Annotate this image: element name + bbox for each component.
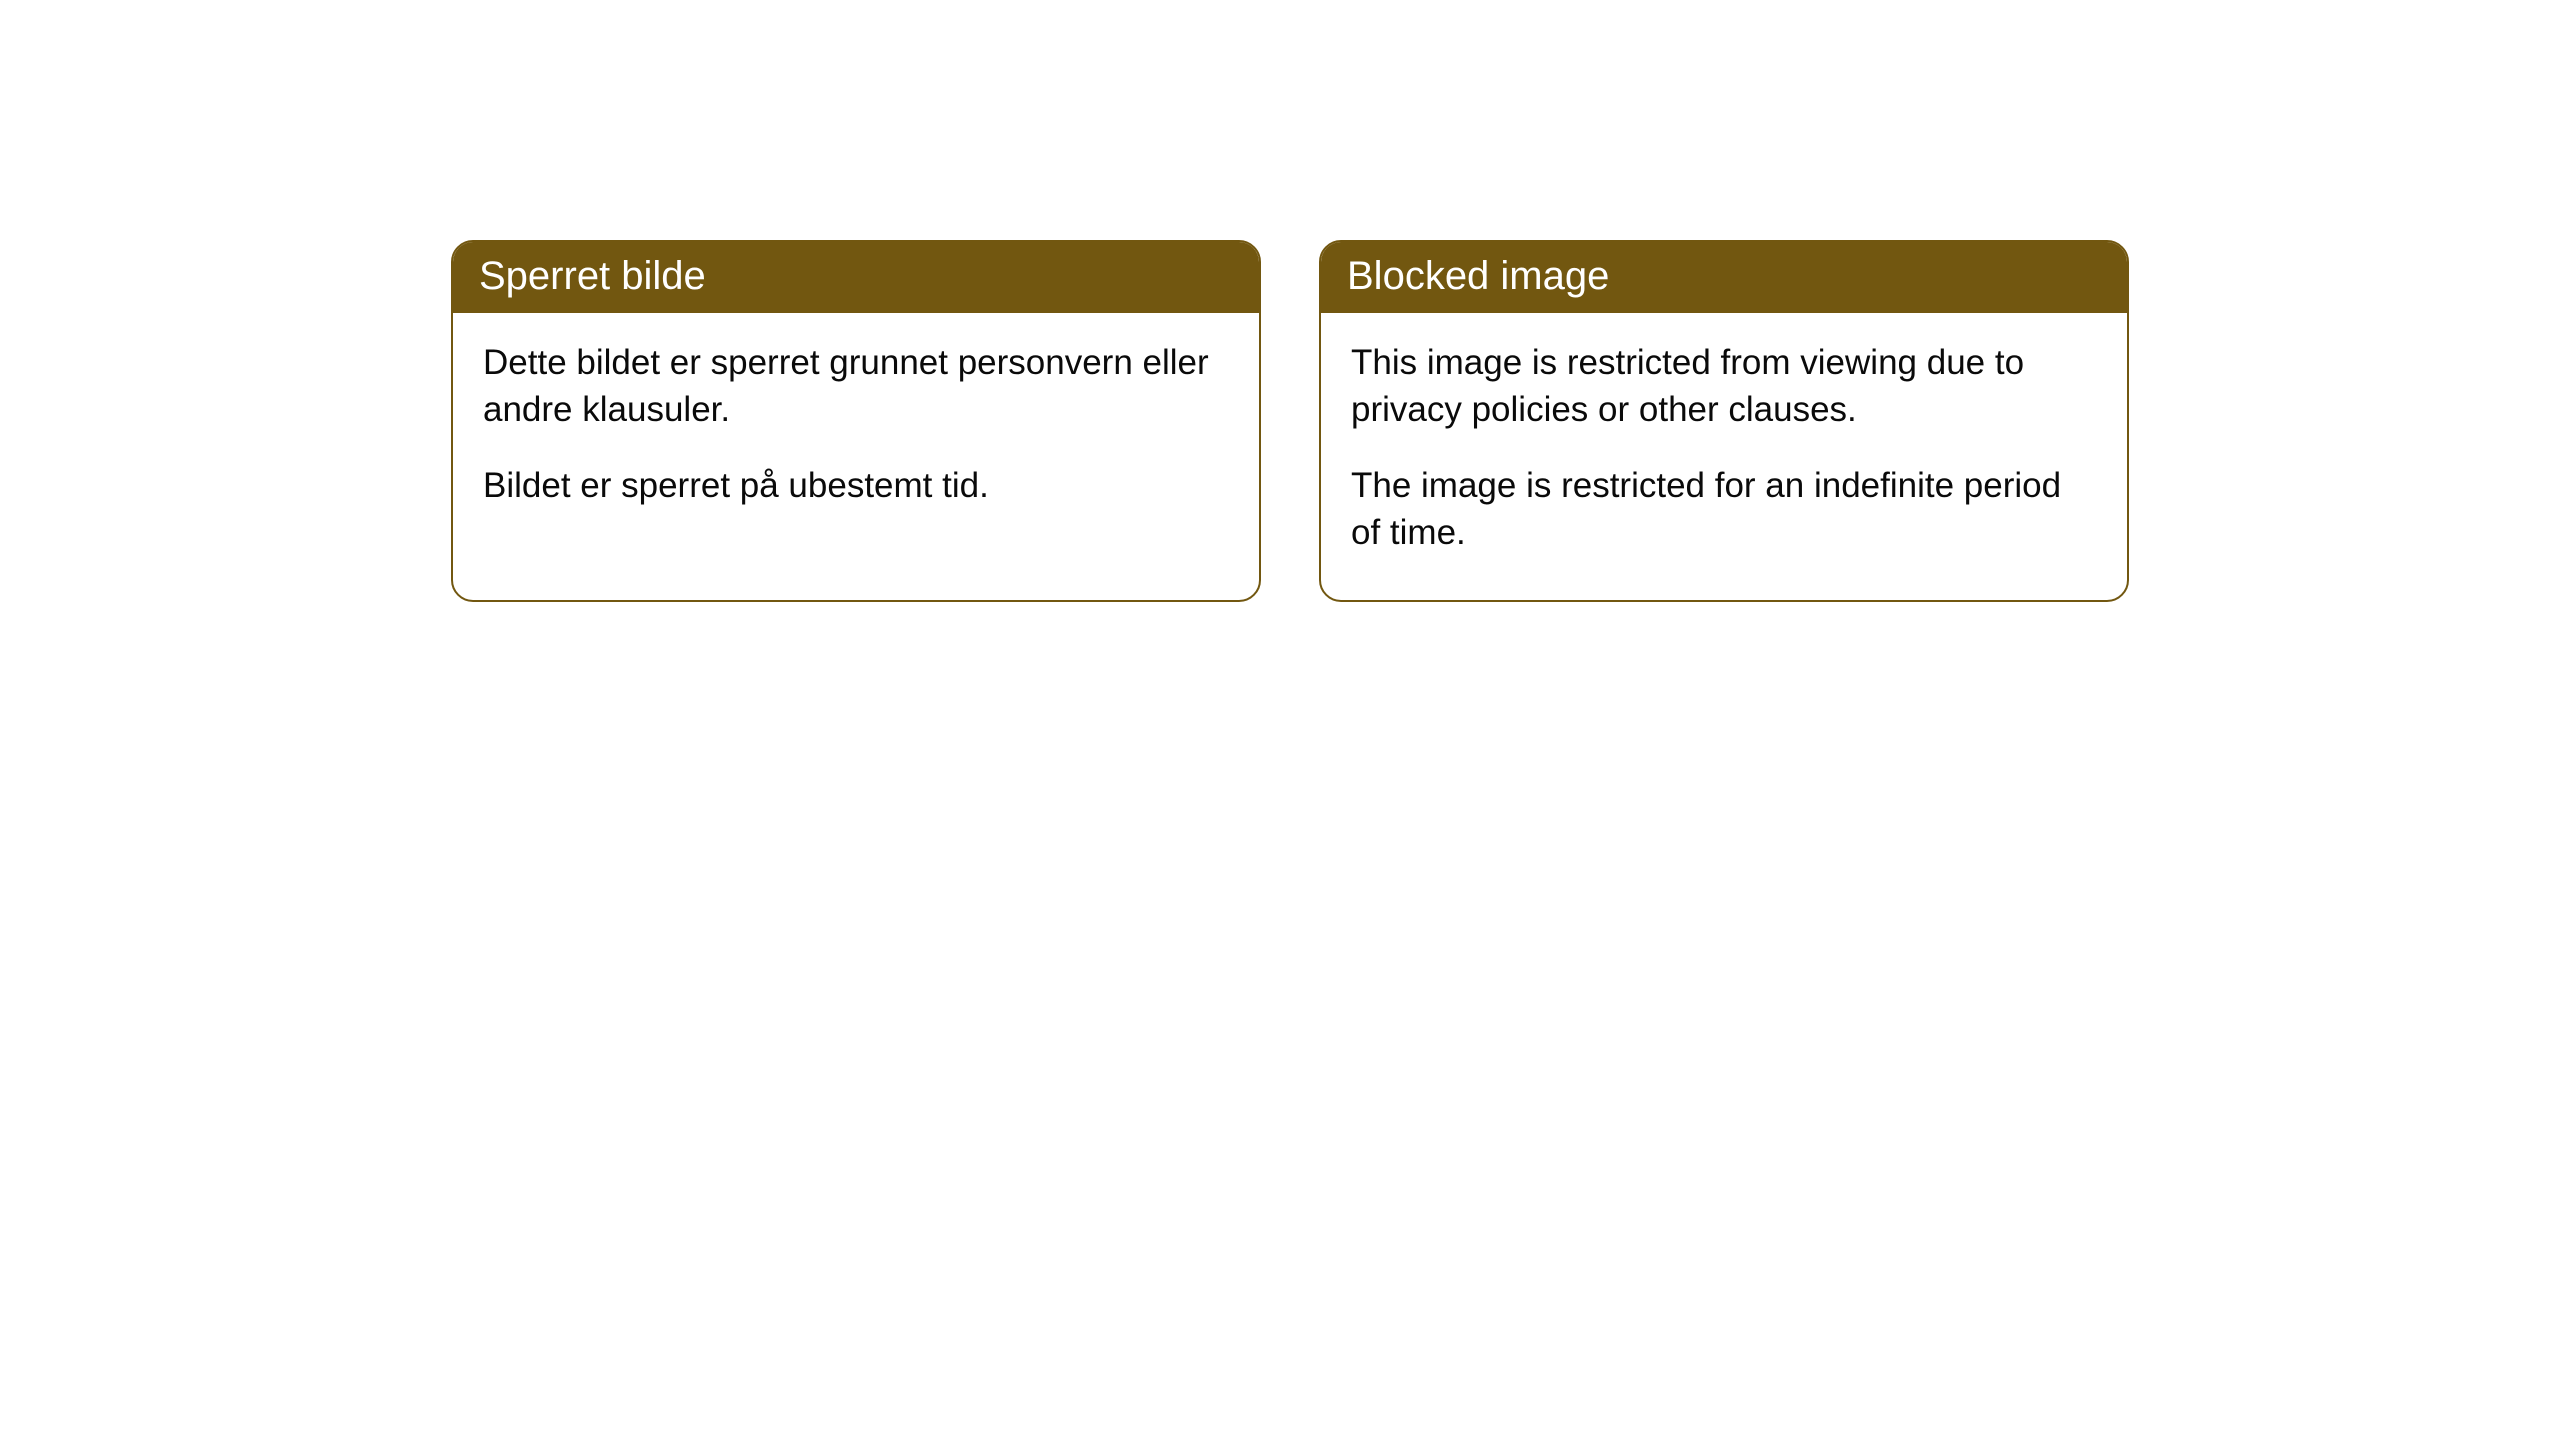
card-body-english: This image is restricted from viewing du… (1321, 313, 2127, 600)
card-paragraph-norwegian-1: Dette bildet er sperret grunnet personve… (483, 339, 1229, 434)
card-header-norwegian: Sperret bilde (453, 242, 1259, 313)
notice-cards-container: Sperret bilde Dette bildet er sperret gr… (451, 240, 2129, 602)
card-body-norwegian: Dette bildet er sperret grunnet personve… (453, 313, 1259, 553)
card-header-english: Blocked image (1321, 242, 2127, 313)
card-paragraph-norwegian-2: Bildet er sperret på ubestemt tid. (483, 462, 1229, 509)
blocked-image-card-norwegian: Sperret bilde Dette bildet er sperret gr… (451, 240, 1261, 602)
card-paragraph-english-1: This image is restricted from viewing du… (1351, 339, 2097, 434)
card-paragraph-english-2: The image is restricted for an indefinit… (1351, 462, 2097, 557)
blocked-image-card-english: Blocked image This image is restricted f… (1319, 240, 2129, 602)
card-title-english: Blocked image (1347, 254, 1609, 298)
card-title-norwegian: Sperret bilde (479, 254, 706, 298)
